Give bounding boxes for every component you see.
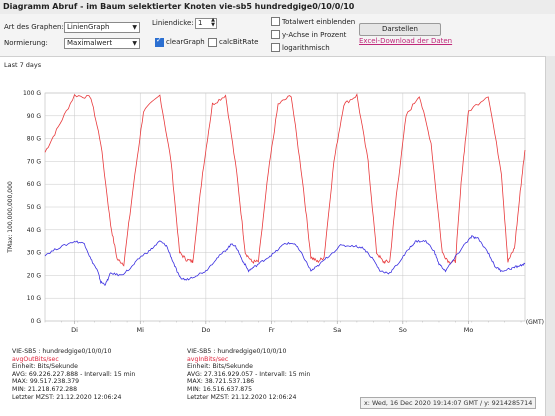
legend-out: VIE-SB5 : hundredgige0/10/0/10 avgOutBit…	[12, 348, 135, 401]
total-label: Totalwert einblenden	[282, 18, 356, 26]
window-title-bar: Diagramm Abruf - im Baum selektierter Kn…	[0, 0, 555, 15]
linewidth-value: 1	[198, 19, 203, 27]
legend-out-last: Letzter MZST: 21.12.2020 12:06:24	[12, 393, 122, 401]
x-tick-label: Mi	[137, 326, 145, 334]
window-title: Diagramm Abruf - im Baum selektierter Kn…	[3, 2, 355, 11]
legend-in-unit: Einheit: Bits/Sekunde	[187, 363, 253, 371]
graph-type-select[interactable]: LinienGraph ▼	[64, 22, 140, 33]
x-tick-label: Do	[201, 326, 210, 334]
chart-title: Last 7 days	[4, 61, 42, 69]
vertical-scrollbar[interactable]	[545, 56, 555, 416]
logarithmic-label: logarithmisch	[282, 44, 330, 52]
y-tick-label: 20 G	[27, 272, 42, 279]
y-axis-label: TMax: 100,000,000,000	[7, 181, 14, 254]
graph-type-label: Art des Graphen:	[4, 23, 64, 31]
series-line-inBitsSec	[44, 235, 526, 286]
legend-in-min: MIN: 16.516.637.875	[187, 385, 253, 393]
x-axis-unit: (GMT)	[526, 319, 544, 326]
yaxis-percent-label: y-Achse in Prozent	[282, 31, 347, 39]
legend-out-series: avgOutBits/sec	[12, 355, 59, 363]
legend-in-series: avgInBits/sec	[187, 355, 229, 363]
chart-area: Last 7 days TMax: 100,000,000,000 (GMT) …	[0, 56, 545, 344]
legend-out-unit: Einheit: Bits/Sekunde	[12, 363, 78, 371]
clear-graph-label: clearGraph	[166, 38, 205, 46]
graph-type-value: LinienGraph	[67, 23, 110, 31]
y-tick-label: 100 G	[23, 90, 41, 97]
y-tick-label: 10 G	[27, 295, 42, 302]
y-tick-label: 50 G	[27, 204, 42, 211]
calc-bitrate-checkbox[interactable]	[208, 38, 217, 47]
legend-out-title: VIE-SB5 : hundredgige0/10/0/10	[12, 348, 112, 355]
calc-bitrate-label: calcBitRate	[219, 38, 259, 46]
logarithmic-checkbox[interactable]	[271, 43, 280, 52]
hover-tooltip: x: Wed, 16 Dec 2020 19:14:07 GMT / y: 92…	[360, 397, 537, 409]
normalization-select[interactable]: Maximalwert ▼	[64, 38, 140, 49]
y-tick-label: 70 G	[27, 158, 42, 165]
legend-out-min: MIN: 21.218.672.288	[12, 385, 78, 393]
legend-out-max: MAX: 99.517.238.379	[12, 378, 80, 386]
normalization-label: Normierung:	[4, 39, 48, 47]
legend-in: VIE-SB5 : hundredgige0/10/0/10 avgInBits…	[187, 348, 310, 401]
legend-in-last: Letzter MZST: 21.12.2020 12:06:24	[187, 393, 297, 401]
x-tick-label: Sa	[333, 326, 341, 334]
x-tick-label: Mo	[464, 326, 474, 334]
y-tick-label: 40 G	[27, 227, 42, 234]
legend-in-avg: AVG: 27.316.929.057 - Intervall: 15 min	[187, 370, 311, 378]
y-tick-label: 60 G	[27, 181, 42, 188]
normalization-value: Maximalwert	[67, 39, 113, 47]
legend-out-avg: AVG: 69.226.227.888 - Intervall: 15 min	[12, 370, 136, 378]
linewidth-label: Liniendicke:	[152, 19, 194, 27]
chevron-down-icon: ▼	[132, 40, 137, 47]
y-tick-label: 80 G	[27, 136, 42, 143]
total-checkbox[interactable]	[271, 17, 280, 26]
y-tick-label: 0 G	[31, 318, 42, 325]
excel-download-link[interactable]: Excel-Download der Daten	[359, 37, 453, 45]
line-chart: Last 7 days TMax: 100,000,000,000 (GMT) …	[4, 61, 544, 334]
chevron-down-icon: ▼	[132, 24, 137, 31]
spinner-arrows-icon[interactable]: ▲ ▼	[211, 17, 215, 28]
x-tick-label: Fr	[269, 326, 275, 334]
show-button[interactable]: Darstellen	[359, 23, 441, 36]
clear-graph-checkbox[interactable]	[155, 36, 164, 47]
y-tick-label: 30 G	[27, 250, 42, 257]
y-tick-label: 90 G	[27, 113, 42, 120]
x-tick-label: So	[399, 326, 407, 334]
legend-in-max: MAX: 38.721.537.186	[187, 378, 255, 386]
controls-panel: Art des Graphen: LinienGraph ▼ Normierun…	[0, 14, 555, 56]
series-line-outBitsSec	[44, 93, 526, 267]
x-tick-label: Di	[71, 326, 78, 334]
linewidth-spinner[interactable]: 1 ▲ ▼	[195, 18, 217, 29]
yaxis-percent-checkbox[interactable]	[271, 30, 280, 39]
legend-in-title: VIE-SB5 : hundredgige0/10/0/10	[187, 348, 287, 355]
